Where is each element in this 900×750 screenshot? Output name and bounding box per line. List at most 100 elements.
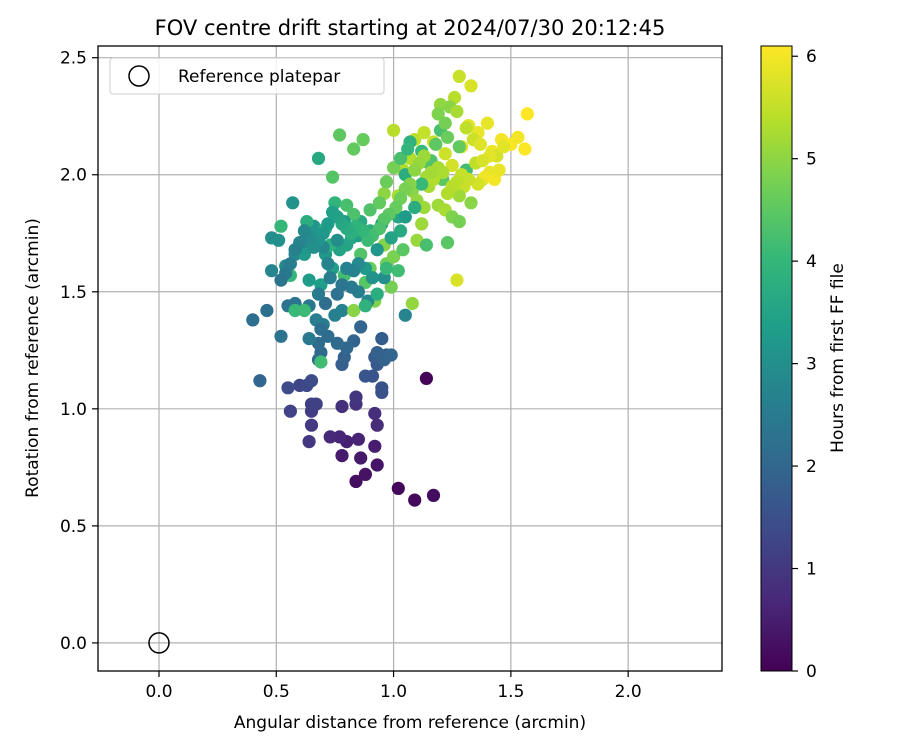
colorbar-label: Hours from first FF file (828, 263, 848, 453)
data-point (333, 128, 347, 142)
x-tick-label: 2.0 (615, 682, 642, 702)
legend-open-circle-marker (128, 65, 150, 87)
data-point (354, 320, 368, 334)
data-point (347, 303, 361, 318)
data-point (450, 104, 464, 119)
data-point (340, 261, 354, 275)
data-point (274, 219, 288, 233)
data-point (272, 233, 286, 247)
data-point (440, 186, 455, 201)
y-tick-label: 2.0 (60, 166, 87, 186)
data-point (497, 140, 511, 154)
data-point (379, 175, 394, 189)
data-point (302, 332, 316, 346)
legend-label: Reference platepar (178, 67, 340, 87)
colorbar: 0 1 2 3 4 5 6 Hours from first FF file (760, 45, 848, 682)
data-point (356, 133, 370, 147)
data-point (286, 196, 300, 210)
data-point (370, 418, 384, 432)
reference-platepar-marker (148, 632, 170, 654)
data-point (398, 210, 412, 224)
data-point (318, 296, 333, 311)
data-point (405, 296, 419, 311)
data-point (349, 390, 363, 404)
data-point (335, 449, 349, 463)
data-point (368, 406, 382, 421)
data-point (391, 264, 405, 278)
data-point (424, 165, 438, 179)
data-point (384, 348, 398, 362)
data-point (340, 198, 354, 212)
x-tick-label: 0.5 (263, 682, 290, 702)
legend: Reference platepar (109, 57, 385, 95)
data-point (452, 215, 466, 229)
data-point (311, 151, 326, 165)
data-point (326, 170, 340, 184)
data-point (450, 273, 464, 287)
data-point (452, 189, 466, 203)
colorbar-tick-label: 1 (806, 560, 817, 580)
data-point (440, 236, 455, 250)
data-point (452, 140, 466, 154)
data-point (419, 238, 433, 252)
data-points (246, 69, 534, 507)
colorbar-gradient (760, 45, 793, 672)
data-point (431, 107, 445, 121)
data-point (368, 439, 382, 453)
colorbar-tick-label: 5 (806, 150, 817, 170)
data-point (408, 163, 422, 177)
data-point (274, 273, 288, 287)
data-point (480, 116, 494, 130)
data-point (464, 196, 478, 210)
data-point (304, 418, 319, 432)
data-point (304, 374, 319, 388)
data-point (321, 257, 335, 271)
data-point (335, 303, 349, 318)
data-point (394, 151, 408, 165)
data-point (473, 137, 487, 151)
data-point (326, 205, 340, 219)
data-point (417, 126, 431, 140)
x-tick-label: 1.5 (497, 682, 524, 702)
y-tick-label: 1.5 (60, 283, 87, 303)
y-tick-label: 0.0 (60, 634, 87, 654)
data-point (323, 430, 337, 444)
data-point (363, 203, 377, 217)
y-tick-label: 2.5 (60, 49, 87, 69)
data-point (358, 369, 372, 383)
data-point (302, 273, 316, 287)
data-point (520, 107, 534, 121)
y-axis-ticks: 0.0 0.5 1.0 1.5 2.0 2.5 (60, 49, 98, 654)
data-point (511, 130, 525, 144)
data-point (415, 177, 429, 191)
data-point (265, 264, 279, 278)
data-point (314, 322, 328, 336)
data-point (375, 332, 389, 346)
colorbar-tick-label: 4 (806, 252, 817, 272)
data-point (419, 371, 433, 385)
data-point (452, 69, 466, 83)
data-point (398, 308, 412, 322)
data-point (358, 467, 372, 481)
data-point (330, 287, 344, 301)
colorbar-tick-label: 0 (806, 662, 817, 682)
data-point (429, 137, 443, 151)
y-tick-label: 0.5 (60, 517, 87, 537)
y-axis-label: Rotation from reference (arcmin) (23, 218, 43, 498)
data-point (391, 481, 405, 495)
plot-frame (97, 45, 723, 672)
data-point (351, 432, 365, 446)
reference-marker (148, 632, 170, 654)
colorbar-tick-label: 3 (806, 355, 817, 375)
data-point (379, 261, 394, 275)
x-axis-label: Angular distance from reference (arcmin) (234, 713, 586, 733)
data-point (387, 250, 401, 264)
data-point (288, 243, 302, 257)
data-point (297, 224, 311, 238)
data-point (309, 397, 323, 411)
data-point (417, 200, 431, 215)
legend-box (109, 57, 385, 95)
data-point (415, 217, 429, 231)
data-point (311, 287, 326, 301)
